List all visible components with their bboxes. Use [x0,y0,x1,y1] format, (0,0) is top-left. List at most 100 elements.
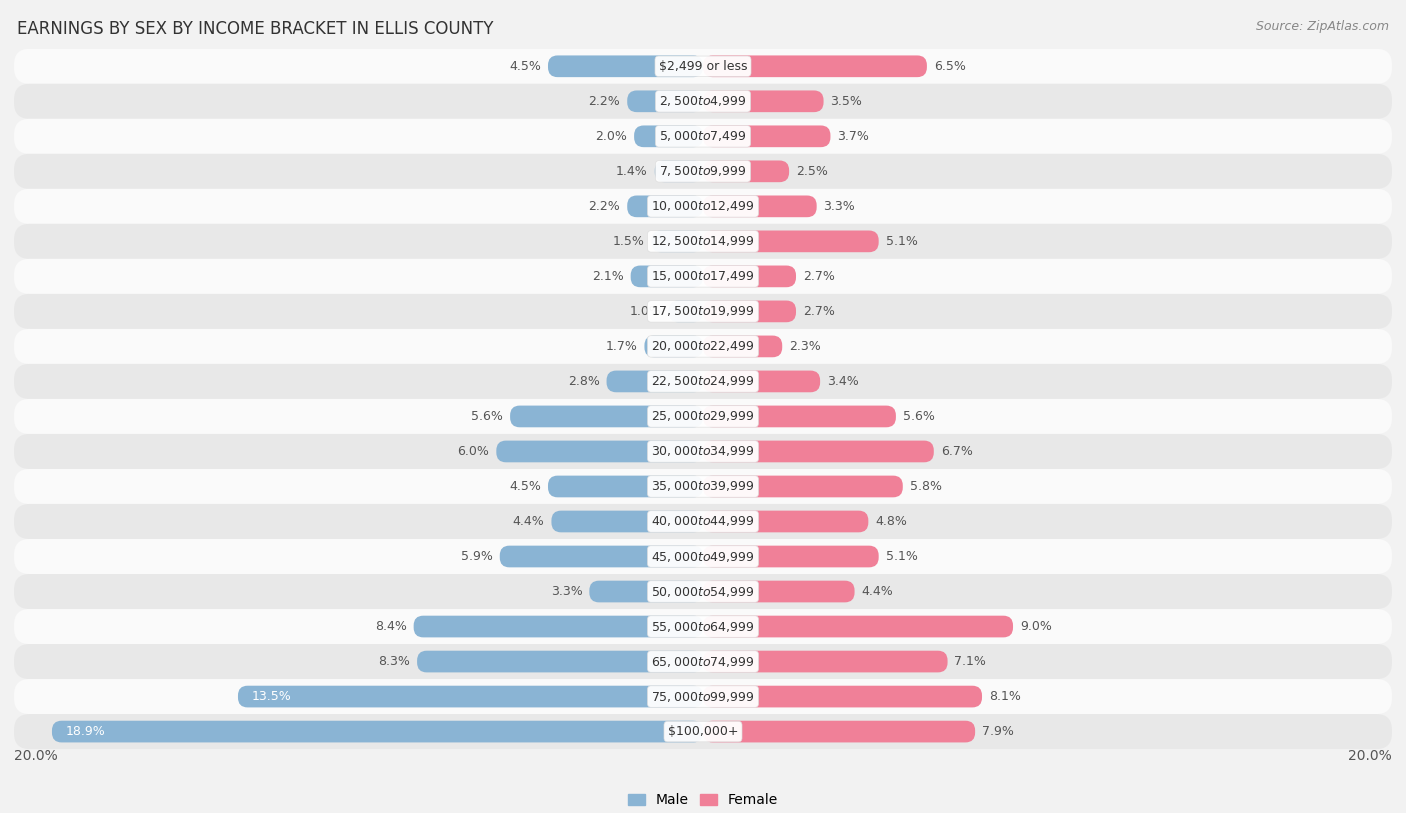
FancyBboxPatch shape [703,685,981,707]
Text: 4.8%: 4.8% [875,515,907,528]
FancyBboxPatch shape [606,371,703,393]
Text: 4.4%: 4.4% [513,515,544,528]
Text: EARNINGS BY SEX BY INCOME BRACKET IN ELLIS COUNTY: EARNINGS BY SEX BY INCOME BRACKET IN ELL… [17,20,494,38]
FancyBboxPatch shape [14,609,1392,644]
FancyBboxPatch shape [703,546,879,567]
Text: $15,000 to $17,499: $15,000 to $17,499 [651,269,755,284]
Text: 18.9%: 18.9% [66,725,105,738]
Text: 3.3%: 3.3% [824,200,855,213]
Text: 2.7%: 2.7% [803,305,835,318]
FancyBboxPatch shape [703,55,927,77]
FancyBboxPatch shape [703,125,831,147]
FancyBboxPatch shape [52,720,703,742]
FancyBboxPatch shape [14,469,1392,504]
FancyBboxPatch shape [703,720,976,742]
Text: 2.5%: 2.5% [796,165,828,178]
FancyBboxPatch shape [14,434,1392,469]
Text: $25,000 to $29,999: $25,000 to $29,999 [651,410,755,424]
Text: 4.5%: 4.5% [509,480,541,493]
FancyBboxPatch shape [703,195,817,217]
FancyBboxPatch shape [14,399,1392,434]
FancyBboxPatch shape [703,476,903,498]
Text: $100,000+: $100,000+ [668,725,738,738]
Text: $45,000 to $49,999: $45,000 to $49,999 [651,550,755,563]
Text: $35,000 to $39,999: $35,000 to $39,999 [651,480,755,493]
FancyBboxPatch shape [703,580,855,602]
Text: 5.1%: 5.1% [886,235,918,248]
Text: $55,000 to $64,999: $55,000 to $64,999 [651,620,755,633]
FancyBboxPatch shape [703,615,1012,637]
FancyBboxPatch shape [14,84,1392,119]
FancyBboxPatch shape [651,231,703,252]
Text: $10,000 to $12,499: $10,000 to $12,499 [651,199,755,213]
Text: 1.7%: 1.7% [606,340,637,353]
FancyBboxPatch shape [499,546,703,567]
FancyBboxPatch shape [703,511,869,533]
FancyBboxPatch shape [418,650,703,672]
FancyBboxPatch shape [551,511,703,533]
Text: 7.9%: 7.9% [981,725,1014,738]
FancyBboxPatch shape [703,231,879,252]
Text: $2,500 to $4,999: $2,500 to $4,999 [659,94,747,108]
FancyBboxPatch shape [14,574,1392,609]
FancyBboxPatch shape [14,364,1392,399]
FancyBboxPatch shape [631,266,703,287]
Text: 5.1%: 5.1% [886,550,918,563]
Text: $65,000 to $74,999: $65,000 to $74,999 [651,654,755,668]
FancyBboxPatch shape [413,615,703,637]
Text: 20.0%: 20.0% [14,749,58,763]
Legend: Male, Female: Male, Female [623,788,783,813]
FancyBboxPatch shape [548,55,703,77]
Text: 8.1%: 8.1% [988,690,1021,703]
Text: $2,499 or less: $2,499 or less [659,60,747,73]
Text: 1.0%: 1.0% [630,305,662,318]
FancyBboxPatch shape [644,336,703,357]
FancyBboxPatch shape [496,441,703,463]
Text: Source: ZipAtlas.com: Source: ZipAtlas.com [1256,20,1389,33]
FancyBboxPatch shape [238,685,703,707]
Text: $50,000 to $54,999: $50,000 to $54,999 [651,585,755,598]
Text: 5.8%: 5.8% [910,480,942,493]
FancyBboxPatch shape [703,301,796,322]
FancyBboxPatch shape [669,301,703,322]
FancyBboxPatch shape [14,154,1392,189]
Text: 4.4%: 4.4% [862,585,893,598]
Text: 2.2%: 2.2% [589,95,620,108]
FancyBboxPatch shape [703,371,820,393]
FancyBboxPatch shape [14,644,1392,679]
Text: 2.3%: 2.3% [789,340,821,353]
FancyBboxPatch shape [14,293,1392,329]
Text: $75,000 to $99,999: $75,000 to $99,999 [651,689,755,703]
Text: 2.2%: 2.2% [589,200,620,213]
Text: $40,000 to $44,999: $40,000 to $44,999 [651,515,755,528]
FancyBboxPatch shape [510,406,703,428]
Text: $30,000 to $34,999: $30,000 to $34,999 [651,445,755,459]
FancyBboxPatch shape [627,195,703,217]
Text: $5,000 to $7,499: $5,000 to $7,499 [659,129,747,143]
Text: 2.8%: 2.8% [568,375,599,388]
FancyBboxPatch shape [703,336,782,357]
FancyBboxPatch shape [589,580,703,602]
Text: 8.4%: 8.4% [375,620,406,633]
Text: 7.1%: 7.1% [955,655,987,668]
Text: $22,500 to $24,999: $22,500 to $24,999 [651,375,755,389]
FancyBboxPatch shape [703,90,824,112]
Text: 3.7%: 3.7% [838,130,869,143]
Text: 3.4%: 3.4% [827,375,859,388]
FancyBboxPatch shape [703,650,948,672]
FancyBboxPatch shape [655,160,703,182]
Text: 6.7%: 6.7% [941,445,973,458]
FancyBboxPatch shape [634,125,703,147]
Text: 9.0%: 9.0% [1019,620,1052,633]
Text: $7,500 to $9,999: $7,500 to $9,999 [659,164,747,178]
FancyBboxPatch shape [703,441,934,463]
FancyBboxPatch shape [14,49,1392,84]
Text: 1.4%: 1.4% [616,165,648,178]
Text: 8.3%: 8.3% [378,655,411,668]
Text: 6.0%: 6.0% [457,445,489,458]
FancyBboxPatch shape [14,714,1392,749]
Text: 1.5%: 1.5% [613,235,644,248]
Text: 20.0%: 20.0% [1348,749,1392,763]
FancyBboxPatch shape [14,189,1392,224]
Text: 2.1%: 2.1% [592,270,624,283]
